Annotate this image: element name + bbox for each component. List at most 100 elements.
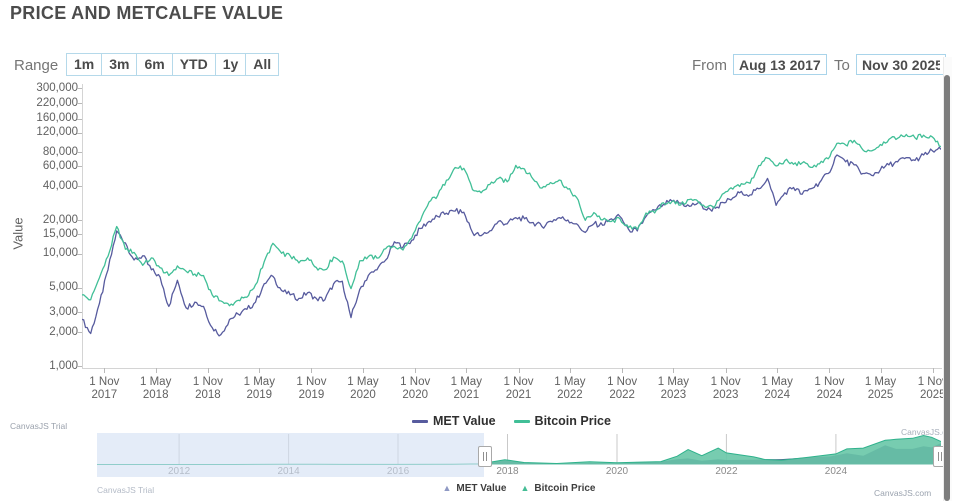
y-tick-label: 5,000 — [49, 281, 78, 294]
y-tick-mark — [77, 220, 82, 222]
scrollbar-thumb[interactable] — [944, 75, 950, 501]
x-tick-mark — [622, 368, 624, 373]
range-button-group: 1m 3m 6m YTD 1y All — [66, 53, 280, 76]
x-tick-label: 1 May 2018 — [140, 376, 172, 401]
canvasjs-link-watermark[interactable]: CanvasJS.com — [901, 427, 943, 437]
y-tick-label: 3,000 — [49, 305, 78, 318]
y-tick-label: 40,000 — [42, 179, 78, 192]
x-tick-mark — [725, 368, 727, 373]
legend-item-met-value[interactable]: MET Value — [412, 414, 496, 428]
y-tick-label: 220,000 — [36, 96, 78, 109]
x-tick-mark — [932, 368, 934, 373]
x-tick-mark — [362, 368, 364, 373]
y-tick-mark — [77, 332, 82, 334]
x-tick-mark — [415, 368, 417, 373]
series-line-met-value — [82, 146, 941, 337]
range-label: Range — [14, 57, 59, 74]
chart-legend: MET Value Bitcoin Price — [82, 414, 941, 428]
y-tick-mark — [77, 88, 82, 90]
x-tick-mark — [829, 368, 831, 373]
y-tick-label: 15,000 — [42, 227, 78, 240]
from-date-input[interactable] — [733, 54, 827, 75]
y-tick-label: 60,000 — [42, 159, 78, 172]
x-tick-label: 1 May 2025 — [864, 376, 897, 401]
x-tick-label: 1 May 2023 — [657, 376, 690, 401]
navigator-year-label: 2024 — [824, 466, 848, 477]
x-tick-label: 1 Nov 2023 — [710, 376, 741, 401]
y-tick-label: 20,000 — [42, 213, 78, 226]
x-tick-mark — [466, 368, 468, 373]
triangle-marker-icon: ▲ — [520, 483, 530, 493]
y-tick-label: 80,000 — [42, 145, 78, 158]
x-tick-label: 1 Nov 2018 — [192, 376, 223, 401]
navigator-legend-label: Bitcoin Price — [534, 483, 596, 494]
page-title: PRICE AND METCALFE VALUE — [10, 3, 284, 23]
range-button-all[interactable]: All — [245, 53, 280, 76]
y-tick-mark — [77, 253, 82, 255]
x-tick-mark — [207, 368, 209, 373]
legend-label: MET Value — [433, 414, 496, 428]
x-tick-label: 1 May 2024 — [761, 376, 793, 401]
x-tick-mark — [259, 368, 261, 373]
y-tick-label: 1,000 — [49, 359, 78, 372]
price-metcalfe-chart — [82, 133, 941, 337]
y-tick-mark — [77, 132, 82, 134]
x-tick-label: 1 Nov 2025 — [917, 376, 948, 401]
navigator-year-label: 2022 — [715, 466, 738, 477]
x-tick-label: 1 May 2021 — [450, 376, 482, 401]
x-tick-label: 1 Nov 2017 — [89, 376, 120, 401]
navigator-unselected-mask[interactable] — [97, 433, 484, 477]
to-label: To — [834, 57, 850, 74]
y-tick-mark — [77, 186, 82, 188]
navigator-legend-item-met-value[interactable]: ▲ MET Value — [443, 483, 507, 494]
y-tick-mark — [77, 152, 82, 154]
x-tick-label: 1 Nov 2019 — [296, 376, 327, 401]
range-button-ytd[interactable]: YTD — [171, 53, 216, 76]
legend-item-bitcoin-price[interactable]: Bitcoin Price — [513, 414, 611, 428]
y-axis-line — [82, 84, 83, 369]
x-tick-mark — [104, 368, 106, 373]
y-tick-mark — [77, 312, 82, 314]
y-tick-mark — [77, 166, 82, 168]
from-label: From — [692, 57, 727, 74]
legend-label: Bitcoin Price — [534, 414, 611, 428]
y-tick-label: 160,000 — [36, 112, 78, 125]
x-tick-mark — [155, 368, 157, 373]
y-tick-mark — [77, 287, 82, 289]
to-date-input[interactable] — [856, 54, 946, 75]
x-tick-mark — [311, 368, 313, 373]
navigator-legend-item-bitcoin-price[interactable]: ▲ Bitcoin Price — [520, 483, 595, 494]
range-button-1m[interactable]: 1m — [66, 53, 103, 76]
y-tick-label: 300,000 — [36, 81, 78, 94]
canvasjs-link-watermark[interactable]: CanvasJS.com — [874, 488, 932, 498]
navigator-legend-label: MET Value — [456, 483, 507, 494]
range-button-6m[interactable]: 6m — [136, 53, 173, 76]
x-tick-label: 1 Nov 2024 — [814, 376, 845, 401]
y-tick-label: 10,000 — [42, 247, 78, 260]
x-tick-mark — [673, 368, 675, 373]
triangle-marker-icon: ▲ — [442, 483, 452, 493]
y-tick-label: 120,000 — [36, 126, 78, 139]
navigator-year-label: 2018 — [496, 466, 519, 477]
navigator-legend: ▲ MET Value ▲ Bitcoin Price — [97, 483, 941, 494]
range-button-1y[interactable]: 1y — [214, 53, 247, 76]
y-axis-title: Value — [10, 217, 26, 250]
x-tick-label: 1 May 2022 — [554, 376, 586, 401]
navigator-left-handle[interactable] — [478, 446, 492, 467]
line-marker-icon — [513, 419, 530, 423]
x-tick-mark — [777, 368, 779, 373]
range-button-3m[interactable]: 3m — [101, 53, 138, 76]
series-line-bitcoin-price — [82, 133, 941, 307]
x-tick-label: 1 Nov 2022 — [607, 376, 638, 401]
x-tick-mark — [569, 368, 571, 373]
y-tick-mark — [77, 234, 82, 236]
x-tick-label: 1 Nov 2020 — [400, 376, 431, 401]
line-marker-icon — [412, 419, 429, 423]
navigator-btc-area — [97, 435, 941, 465]
x-tick-label: 1 May 2020 — [347, 376, 379, 401]
canvasjs-trial-watermark: CanvasJS Trial — [97, 485, 155, 495]
x-axis-line — [82, 368, 942, 369]
y-tick-mark — [77, 366, 82, 367]
y-tick-label: 2,000 — [49, 325, 78, 338]
